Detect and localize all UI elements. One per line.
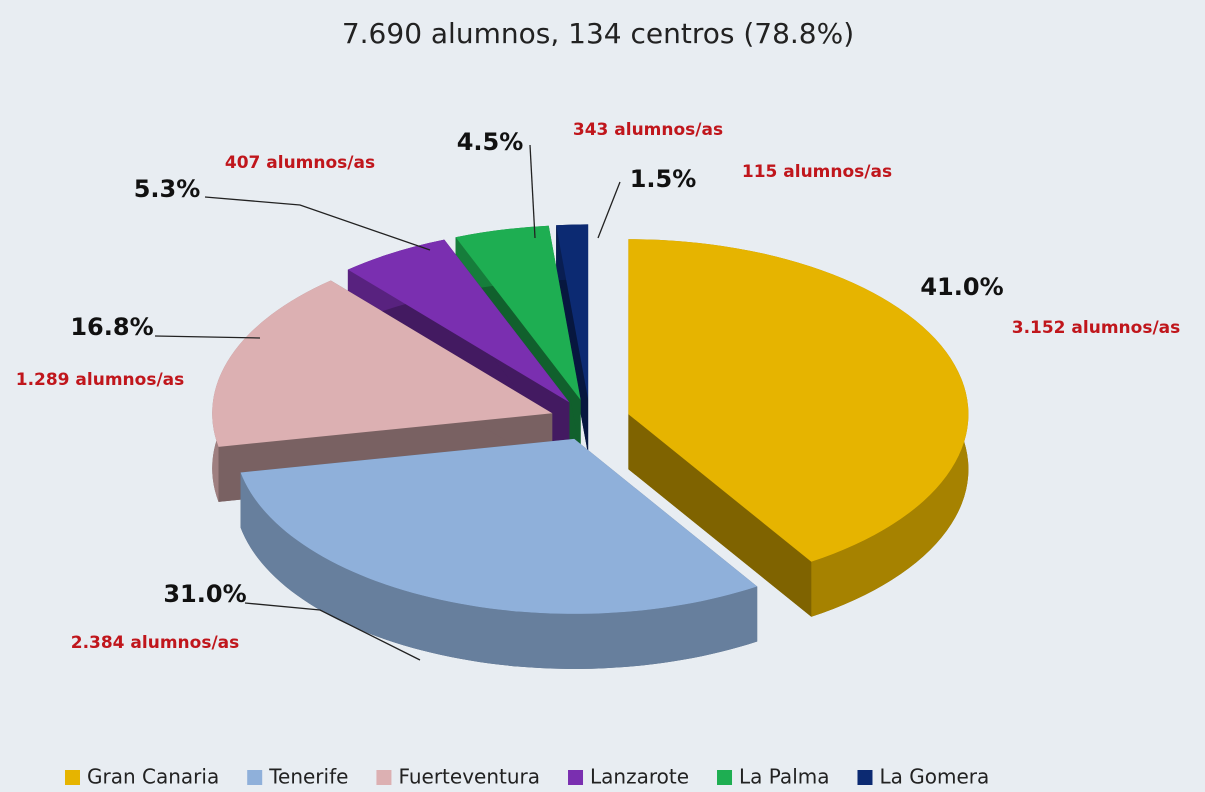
leader-line [529,144,536,239]
percent-label: 5.3% [134,175,201,203]
student-label: 3.152 alumnos/as [1012,318,1181,338]
legend-label: Gran Canaria [87,765,219,789]
leader-line [597,181,621,239]
legend-swatch [717,770,733,785]
legend-swatch [568,770,584,785]
chart-title: 7.690 alumnos, 134 centros (78.8%) [342,17,854,50]
leader-line [244,602,421,661]
legend: Gran Canaria Tenerife Fuerteventura Lanzaro… [65,765,989,789]
percent-label: 31.0% [163,580,246,608]
leader-lines [154,144,621,661]
legend-label: Fuerteventura [398,765,540,789]
slice-radial-face [628,414,812,617]
slice [240,438,758,614]
legend-swatch [376,770,392,785]
slice [455,225,581,400]
slice [628,239,969,562]
leader-line [154,335,261,339]
student-label: 343 alumnos/as [573,120,723,140]
legend-label: Lanzarote [590,765,689,789]
percent-label: 16.8% [70,313,153,341]
percent-label: 1.5% [630,165,697,193]
student-label: 2.384 alumnos/as [71,633,240,653]
legend-swatch [247,770,263,785]
legend-swatch [65,770,80,785]
legend-swatch [857,770,873,785]
slice [556,224,589,400]
legend-label: La Palma [739,765,829,789]
student-label: 407 alumnos/as [225,153,375,173]
student-label: 1.289 alumnos/as [16,370,185,390]
slice [212,280,553,447]
legend-label: Tenerife [268,765,348,789]
labels: 41.0% 3.152 alumnos/as 31.0% 2.384 alumnos/… [16,120,1181,653]
leader-line [204,196,431,251]
pie [212,224,969,669]
student-label: 115 alumnos/as [742,162,892,182]
slice [347,239,570,403]
percent-label: 4.5% [457,128,524,156]
legend-label: La Gomera [879,765,989,789]
percent-label: 41.0% [920,273,1003,301]
slice-side [240,472,758,669]
